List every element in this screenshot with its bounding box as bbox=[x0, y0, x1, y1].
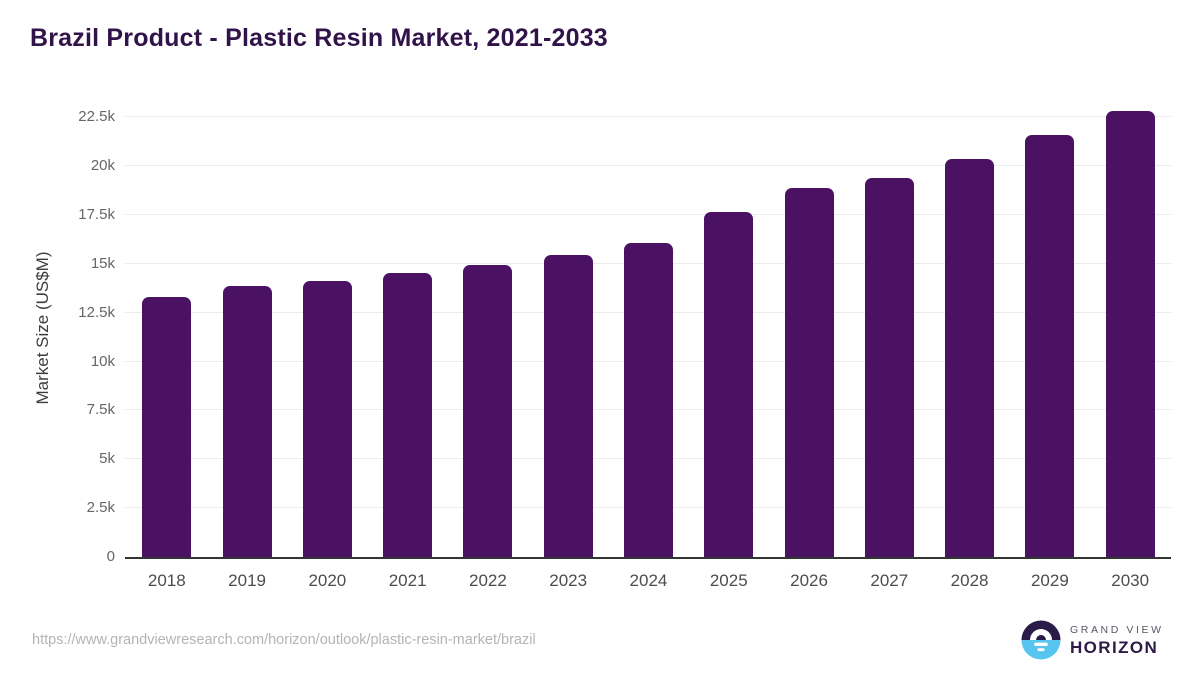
y-tick-label-2.5k: 2.5k bbox=[86, 499, 115, 517]
x-tick-label-2018: 2018 bbox=[147, 571, 186, 590]
bar-2019 bbox=[222, 286, 272, 557]
gridline-22.5k bbox=[125, 116, 1171, 118]
y-tick-label-0: 0 bbox=[106, 548, 115, 565]
plot-area: 0 2.5k 5k 7.5k 10k 12.5k 15k 17.5k 20k 22.5k 2018 2… bbox=[78, 100, 1171, 590]
x-tick-label-2023: 2023 bbox=[549, 571, 588, 590]
y-tick-label-10k: 10k bbox=[90, 352, 115, 370]
bar-2020 bbox=[302, 280, 352, 557]
x-tick-label-2020: 2020 bbox=[308, 571, 347, 590]
x-tick-label-2026: 2026 bbox=[790, 571, 828, 590]
y-tick-label-22.5k: 22.5k bbox=[78, 108, 115, 126]
grand-view-horizon-logo: GRAND VIEW HORIZON bbox=[1021, 620, 1164, 660]
x-tick-label-2024: 2024 bbox=[629, 571, 668, 590]
y-tick-label-12.5k: 12.5k bbox=[78, 303, 115, 321]
bar-2024 bbox=[623, 243, 673, 557]
x-tick-label-2021: 2021 bbox=[388, 571, 427, 590]
bar-2026 bbox=[784, 187, 834, 557]
y-tick-label-5k: 5k bbox=[99, 450, 115, 468]
y-tick-label-15k: 15k bbox=[90, 254, 115, 272]
y-tick-label-17.5k: 17.5k bbox=[78, 206, 115, 224]
x-tick-label-2022: 2022 bbox=[468, 571, 507, 590]
chart-title: Brazil Product - Plastic Resin Market, 2… bbox=[30, 24, 608, 52]
x-tick-label-2029: 2029 bbox=[1030, 571, 1069, 590]
logo-text-horizon: HORIZON bbox=[1070, 637, 1159, 657]
gridline-17.5k bbox=[125, 214, 1171, 216]
bar-2025 bbox=[704, 211, 754, 557]
gridline-20k bbox=[125, 165, 1171, 167]
bar-2023 bbox=[543, 255, 593, 557]
x-tick-label-2030: 2030 bbox=[1111, 571, 1150, 590]
x-tick-label-2019: 2019 bbox=[228, 571, 266, 590]
y-tick-label-20k: 20k bbox=[90, 157, 115, 175]
x-tick-label-2025: 2025 bbox=[709, 571, 748, 590]
bar-2028 bbox=[945, 159, 995, 557]
x-tick-label-2027: 2027 bbox=[870, 571, 909, 590]
y-axis-title: Market Size (US$M) bbox=[33, 251, 52, 405]
y-tick-label-7.5k: 7.5k bbox=[86, 401, 115, 419]
bar-2018 bbox=[142, 297, 192, 557]
bar-2029 bbox=[1025, 135, 1075, 557]
source-url: https://www.grandviewresearch.com/horizo… bbox=[32, 632, 536, 648]
bar-2022 bbox=[463, 264, 513, 557]
logo-text: GRAND VIEW HORIZON bbox=[1070, 624, 1164, 657]
x-axis-line bbox=[125, 557, 1171, 559]
x-tick-label-2028: 2028 bbox=[950, 571, 989, 590]
bar-2030 bbox=[1105, 110, 1155, 557]
bar-2021 bbox=[383, 272, 433, 557]
bar-2027 bbox=[864, 177, 914, 557]
logo-text-grand-view: GRAND VIEW bbox=[1070, 623, 1164, 636]
horizon-sunrise-icon bbox=[1021, 620, 1061, 660]
